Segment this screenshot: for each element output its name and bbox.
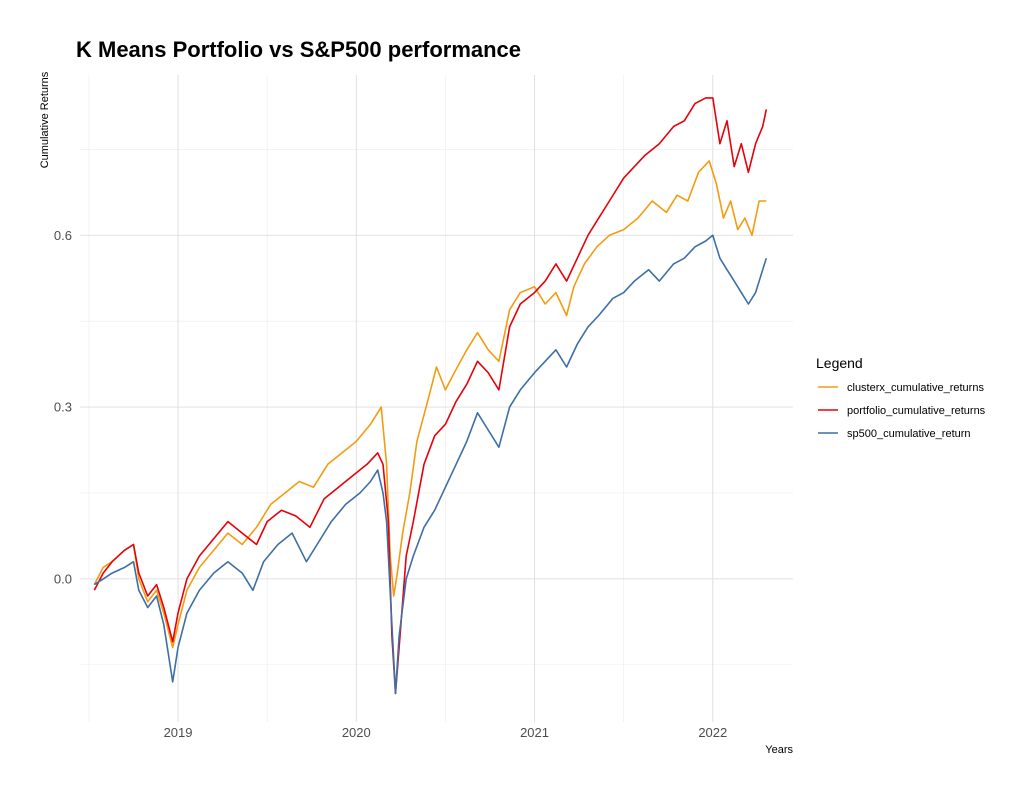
- legend-label: sp500_cumulative_return: [847, 428, 971, 440]
- series-line-clusterx-cumulative-returns: [93, 160, 767, 649]
- legend-label: portfolio_cumulative_returns: [847, 405, 986, 417]
- legend-label: clusterx_cumulative_returns: [847, 382, 984, 394]
- x-tick-label: 2020: [342, 725, 371, 740]
- legend-title: Legend: [816, 355, 863, 371]
- series-line-sp500-cumulative-return: [93, 234, 768, 695]
- y-axis-ticks: 0.0 0.3 0.6: [54, 228, 72, 587]
- x-tick-label: 2019: [164, 725, 193, 740]
- x-axis-title: Years: [765, 744, 793, 756]
- grid-lines: [80, 75, 793, 722]
- y-axis-title: Cumulative Returns: [39, 71, 51, 168]
- chart-title: K Means Portfolio vs S&P500 performance: [76, 37, 521, 62]
- y-tick-label: 0.0: [54, 571, 72, 586]
- series-lines: [93, 97, 768, 695]
- series-line-portfolio-cumulative-returns: [93, 97, 768, 695]
- y-tick-label: 0.6: [54, 228, 72, 243]
- x-tick-label: 2021: [520, 725, 549, 740]
- y-tick-label: 0.3: [54, 400, 72, 415]
- x-axis-ticks: 2019 2020 2021 2022: [164, 725, 728, 740]
- x-tick-label: 2022: [698, 725, 727, 740]
- legend: Legend clusterx_cumulative_returnsportfo…: [816, 355, 986, 440]
